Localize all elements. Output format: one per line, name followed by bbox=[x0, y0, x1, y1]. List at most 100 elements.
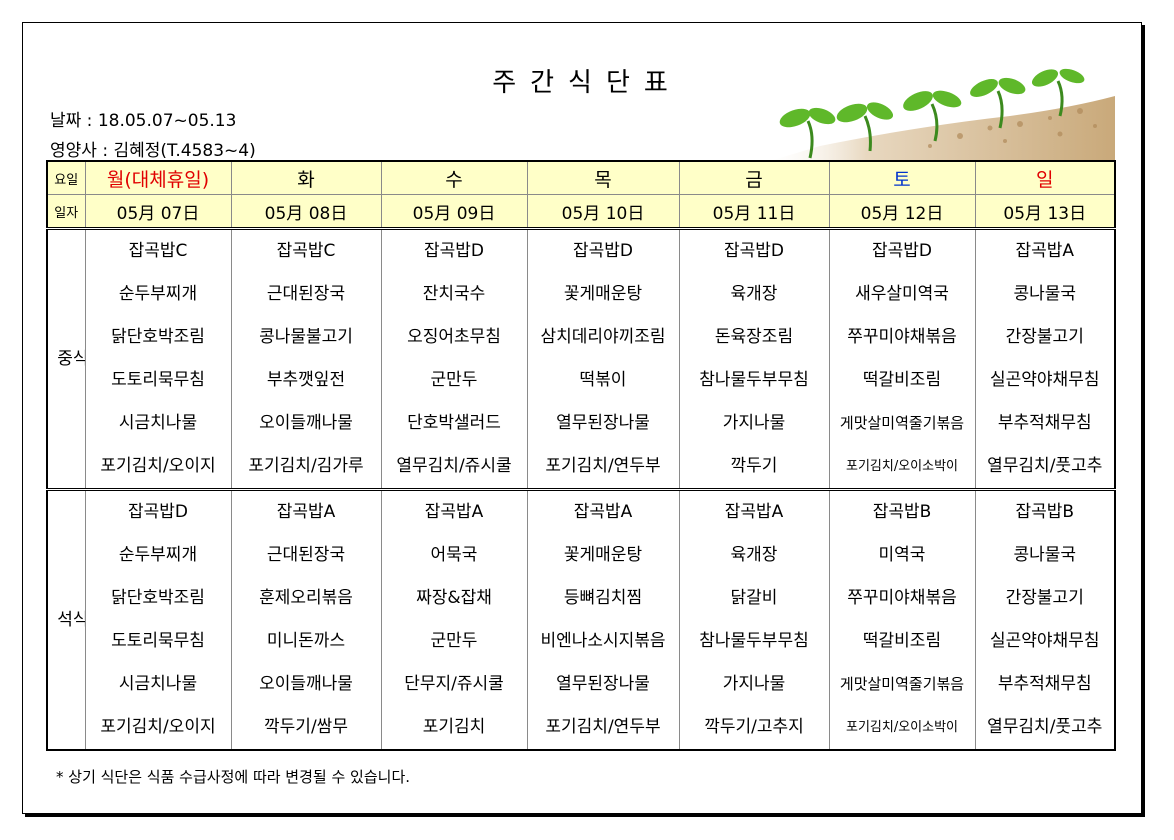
menu-item: 게맛살미역줄기볶음 bbox=[839, 675, 965, 693]
menu-item: 닭단호박조림 bbox=[111, 588, 205, 608]
menu-item: 깍두기/쌈무 bbox=[264, 717, 348, 737]
menu-item: 미역국 bbox=[878, 545, 926, 565]
menu-item: 잡곡밥D bbox=[572, 241, 633, 261]
date-mon: 05月 07日 bbox=[84, 194, 232, 230]
menu-item: 잡곡밥A bbox=[724, 502, 784, 522]
menu-item: 포기김치 bbox=[422, 717, 486, 737]
menu-item: 잡곡밥C bbox=[276, 241, 336, 261]
menu-item: 콩나물불고기 bbox=[259, 327, 353, 347]
date-range: 날짜 : 18.05.07~05.13 bbox=[50, 111, 237, 131]
menu-item: 잡곡밥A bbox=[573, 502, 633, 522]
menu-item: 닭갈비 bbox=[730, 588, 778, 608]
menu-item: 잔치국수 bbox=[422, 284, 486, 304]
menu-item: 콩나물국 bbox=[1013, 284, 1077, 304]
dietitian-info: 영양사 : 김혜정(T.4583~4) bbox=[50, 141, 256, 161]
dinner-cell: 잡곡밥A 어묵국 짜장&잡채 군만두 단무지/쥬시쿨 포기김치 bbox=[380, 489, 528, 751]
menu-item: 순두부찌개 bbox=[118, 545, 198, 565]
weekly-menu-table: 요일 월(대체휴일) 화 수 목 금 토 일 일자 05月 07日 05月 08… bbox=[46, 160, 1116, 751]
menu-item: 잡곡밥A bbox=[424, 502, 484, 522]
menu-item: 등뼈김치찜 bbox=[563, 588, 643, 608]
menu-item: 깍두기 bbox=[730, 456, 778, 476]
menu-item: 깍두기/고추지 bbox=[704, 717, 804, 737]
date-thu: 05月 10日 bbox=[526, 194, 680, 230]
dinner-cell: 잡곡밥A 육개장 닭갈비 참나물두부무침 가지나물 깍두기/고추지 bbox=[678, 489, 830, 751]
day-tue: 화 bbox=[230, 160, 382, 195]
lunch-row: 중식 잡곡밥C순두부찌개닭단호박조림도토리묵무침시금치나물포기김치/오이지잡곡밥… bbox=[46, 228, 1116, 491]
menu-item: 잡곡밥A bbox=[1015, 241, 1075, 261]
lunch-label: 중식 bbox=[46, 228, 86, 491]
menu-item: 잡곡밥C bbox=[128, 241, 188, 261]
menu-item: 도토리묵무침 bbox=[111, 631, 205, 651]
menu-item: 미니돈까스 bbox=[266, 631, 346, 651]
menu-item: 단무지/쥬시쿨 bbox=[404, 674, 504, 694]
menu-item: 포기김치/오이소박이 bbox=[845, 720, 959, 735]
menu-item: 시금치나물 bbox=[118, 413, 198, 433]
dinner-label-text: 석식 bbox=[57, 610, 84, 630]
menu-item: 떡갈비조림 bbox=[862, 631, 942, 651]
date-sun: 05月 13日 bbox=[974, 194, 1116, 230]
day-sat: 토 bbox=[828, 160, 976, 195]
menu-item: 열무김치/풋고추 bbox=[987, 717, 1103, 737]
dinner-cell: 잡곡밥A 근대된장국 훈제오리볶음 미니돈까스 오이들깨나물 깍두기/쌈무 bbox=[230, 489, 382, 751]
menu-item: 부추적채무침 bbox=[997, 413, 1092, 433]
menu-item: 새우살미역국 bbox=[855, 284, 949, 304]
day-wed: 수 bbox=[380, 160, 528, 195]
dinner-cell: 잡곡밥B 콩나물국 간장불고기 실곤약야채무침 부추적채무침 열무김치/풋고추 bbox=[974, 489, 1116, 751]
menu-item: 닭단호박조림 bbox=[111, 327, 205, 347]
menu-item: 포기김치/오이소박이 bbox=[845, 459, 959, 474]
menu-item: 떡볶이 bbox=[579, 370, 627, 390]
menu-item: 열무된장나물 bbox=[556, 674, 650, 694]
day-mon: 월(대체휴일) bbox=[84, 160, 232, 195]
menu-item: 오이들깨나물 bbox=[259, 674, 353, 694]
lunch-cell: 잡곡밥D 새우살미역국 쭈꾸미야채볶음 떡갈비조림 게맛살미역줄기볶음 포기김치/오이소박… bbox=[828, 228, 976, 491]
menu-item: 도토리묵무침 bbox=[111, 370, 205, 390]
menu-item: 게맛살미역줄기볶음 bbox=[839, 414, 965, 432]
menu-item: 육개장 bbox=[730, 284, 778, 304]
dinner-label: 석식 bbox=[46, 489, 86, 751]
menu-item: 콩나물국 bbox=[1013, 545, 1077, 565]
menu-item: 비엔나소시지볶음 bbox=[540, 631, 666, 651]
menu-item: 군만두 bbox=[430, 631, 478, 651]
menu-item: 근대된장국 bbox=[266, 545, 346, 565]
menu-item: 단호박샐러드 bbox=[407, 413, 501, 433]
menu-item: 잡곡밥B bbox=[1015, 502, 1075, 522]
lunch-label-text: 중식 bbox=[57, 349, 84, 369]
day-header-row: 요일 월(대체휴일) 화 수 목 금 토 일 bbox=[46, 160, 1116, 195]
date-tue: 05月 08日 bbox=[230, 194, 382, 230]
day-sun: 일 bbox=[974, 160, 1116, 195]
menu-item: 참나물두부무침 bbox=[699, 370, 809, 390]
menu-item: 삼치데리야끼조림 bbox=[540, 327, 666, 347]
menu-item: 돈육장조림 bbox=[714, 327, 794, 347]
menu-item: 잡곡밥D bbox=[423, 241, 484, 261]
menu-item: 포기김치/오이지 bbox=[100, 717, 216, 737]
menu-item: 실곤약야채무침 bbox=[990, 631, 1100, 651]
menu-item: 오이들깨나물 bbox=[259, 413, 353, 433]
dinner-cell: 잡곡밥A 꽃게매운탕 등뼈김치찜 비엔나소시지볶음 열무된장나물 포기김치/연두부 bbox=[526, 489, 680, 751]
date-fri: 05月 11日 bbox=[678, 194, 830, 230]
menu-item: 군만두 bbox=[430, 370, 478, 390]
menu-item: 가지나물 bbox=[722, 413, 786, 433]
menu-item: 오징어초무침 bbox=[407, 327, 501, 347]
menu-item: 포기김치/김가루 bbox=[248, 456, 364, 476]
menu-item: 꽃게매운탕 bbox=[563, 284, 643, 304]
menu-item: 실곤약야채무침 bbox=[990, 370, 1100, 390]
menu-item: 포기김치/연두부 bbox=[545, 717, 661, 737]
footnote: * 상기 식단은 식품 수급사정에 따라 변경될 수 있습니다. bbox=[56, 768, 411, 786]
sprout-illustration bbox=[760, 68, 1115, 164]
menu-item: 잡곡밥D bbox=[127, 502, 188, 522]
menu-item: 열무김치/풋고추 bbox=[987, 456, 1103, 476]
menu-item: 근대된장국 bbox=[266, 284, 346, 304]
menu-item: 포기김치/연두부 bbox=[545, 456, 661, 476]
menu-item: 쭈꾸미야채볶음 bbox=[847, 327, 957, 347]
day-label: 요일 bbox=[46, 160, 86, 195]
menu-item: 간장불고기 bbox=[1005, 327, 1084, 347]
menu-item: 잡곡밥B bbox=[872, 502, 932, 522]
menu-item: 순두부찌개 bbox=[118, 284, 198, 304]
menu-item: 쭈꾸미야채볶음 bbox=[847, 588, 957, 608]
menu-item: 열무김치/쥬시쿨 bbox=[396, 456, 512, 476]
menu-item: 잡곡밥A bbox=[276, 502, 336, 522]
dinner-cell: 잡곡밥D 순두부찌개 닭단호박조림 도토리묵무침 시금치나물 포기김치/오이지 bbox=[84, 489, 232, 751]
